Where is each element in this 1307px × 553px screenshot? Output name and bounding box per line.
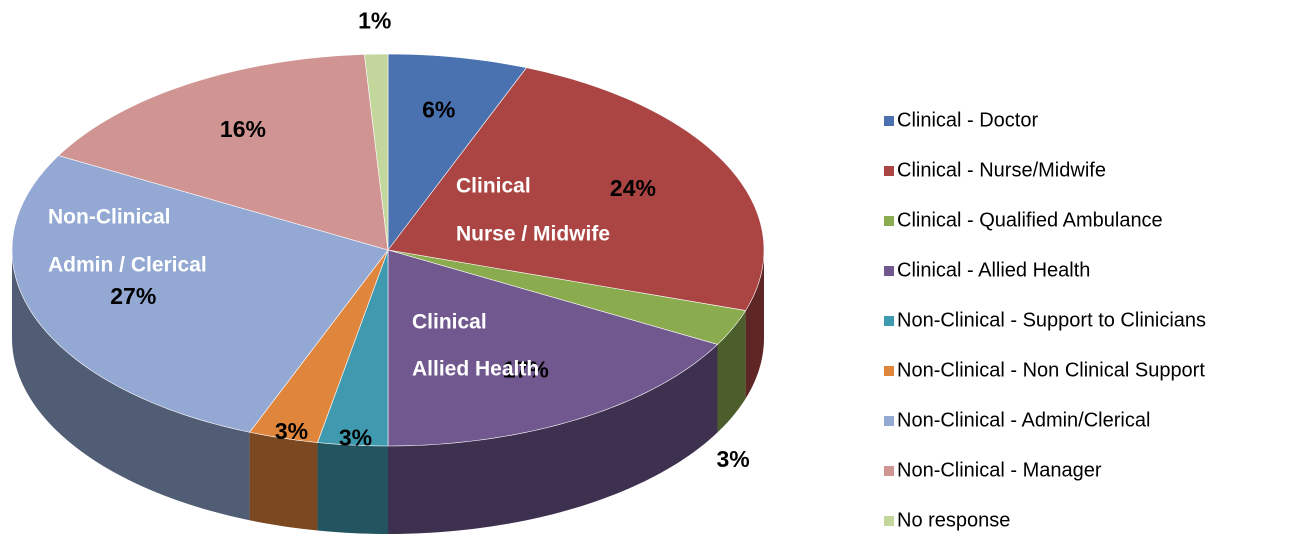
legend-swatch	[884, 466, 894, 476]
data-label: 1%	[358, 8, 391, 34]
slice	[11, 155, 389, 433]
slice	[387, 249, 719, 447]
annotation: Allied Health	[412, 358, 539, 381]
legend-swatch	[884, 416, 894, 426]
data-label: 24%	[610, 175, 656, 201]
slice	[387, 67, 765, 311]
data-label: 16%	[220, 116, 266, 142]
data-label: 3%	[275, 418, 308, 444]
legend-swatch	[884, 216, 894, 226]
data-label: 6%	[422, 96, 455, 122]
legend-swatch	[884, 366, 894, 376]
legend-swatch	[884, 316, 894, 326]
slice	[387, 53, 527, 251]
annotation: Admin / Clerical	[48, 254, 207, 277]
data-label: 3%	[716, 446, 749, 472]
slice	[57, 54, 389, 251]
slice-side	[12, 250, 250, 521]
data-label: 3%	[339, 425, 372, 451]
legend-label: Non-Clinical - Admin/Clerical	[897, 409, 1150, 431]
data-label: 17%	[503, 357, 549, 383]
legend-label: Clinical - Doctor	[897, 109, 1038, 131]
legend-label: No response	[897, 509, 1010, 531]
legend-label: Non-Clinical - Support to Clinicians	[897, 309, 1206, 331]
annotation: Clinical	[412, 311, 487, 334]
slice	[249, 249, 389, 443]
legend-label: Non-Clinical - Non Clinical Support	[897, 359, 1205, 381]
data-label: 27%	[110, 283, 156, 309]
annotation: Clinical	[456, 175, 531, 198]
slice-side	[388, 344, 718, 534]
slice	[387, 249, 747, 345]
slice-side	[745, 250, 764, 399]
legend-label: Clinical - Nurse/Midwife	[897, 159, 1106, 181]
legend-swatch	[884, 516, 894, 526]
legend-swatch	[884, 166, 894, 176]
annotation: Nurse / Midwife	[456, 223, 610, 246]
legend-label: Clinical - Qualified Ambulance	[897, 209, 1163, 231]
annotation: Non-Clinical	[48, 206, 171, 229]
legend-swatch	[884, 266, 894, 276]
slice-side	[717, 310, 746, 433]
legend-label: Clinical - Allied Health	[897, 259, 1090, 281]
slice	[364, 53, 389, 251]
slice-side	[317, 442, 388, 534]
legend-swatch	[884, 116, 894, 126]
legend-label: Non-Clinical - Manager	[897, 459, 1102, 481]
slice-side	[249, 432, 318, 531]
